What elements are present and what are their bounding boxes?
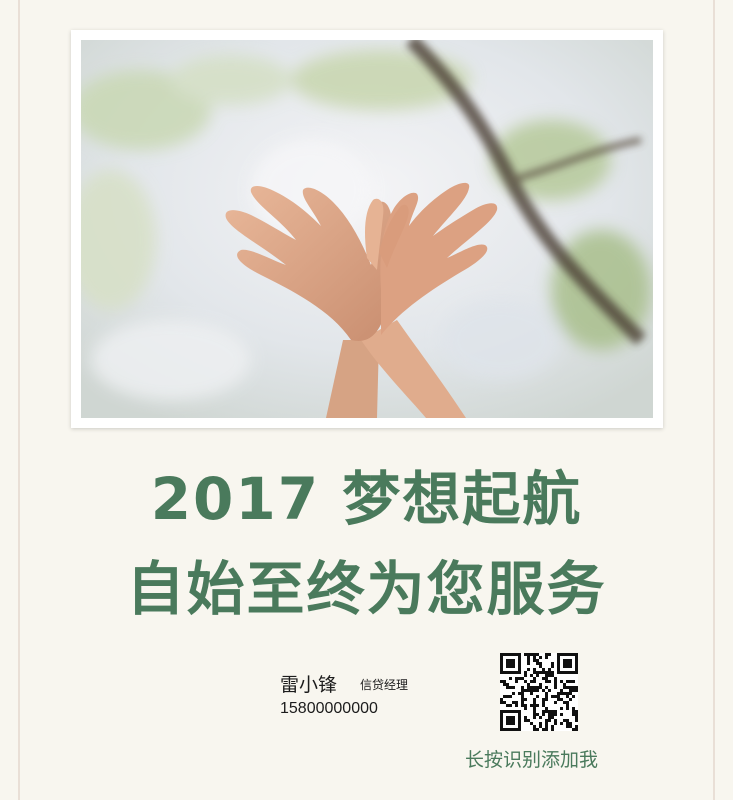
hands-bird-photo [81, 40, 653, 418]
right-border-line [713, 0, 715, 800]
contact-name: 雷小锋 [280, 674, 338, 696]
qr-code-icon[interactable] [500, 653, 578, 731]
qr-caption: 长按识别添加我 [465, 749, 599, 771]
photo-frame [71, 30, 663, 428]
left-border-line [18, 0, 20, 800]
headline-line-2: 自始至终为您服务 [126, 555, 607, 623]
contact-phone[interactable]: 15800000000 [280, 700, 378, 717]
headline-line-1: 2017 梦想起航 [150, 465, 583, 533]
contact-job-title: 信贷经理 [360, 678, 409, 692]
